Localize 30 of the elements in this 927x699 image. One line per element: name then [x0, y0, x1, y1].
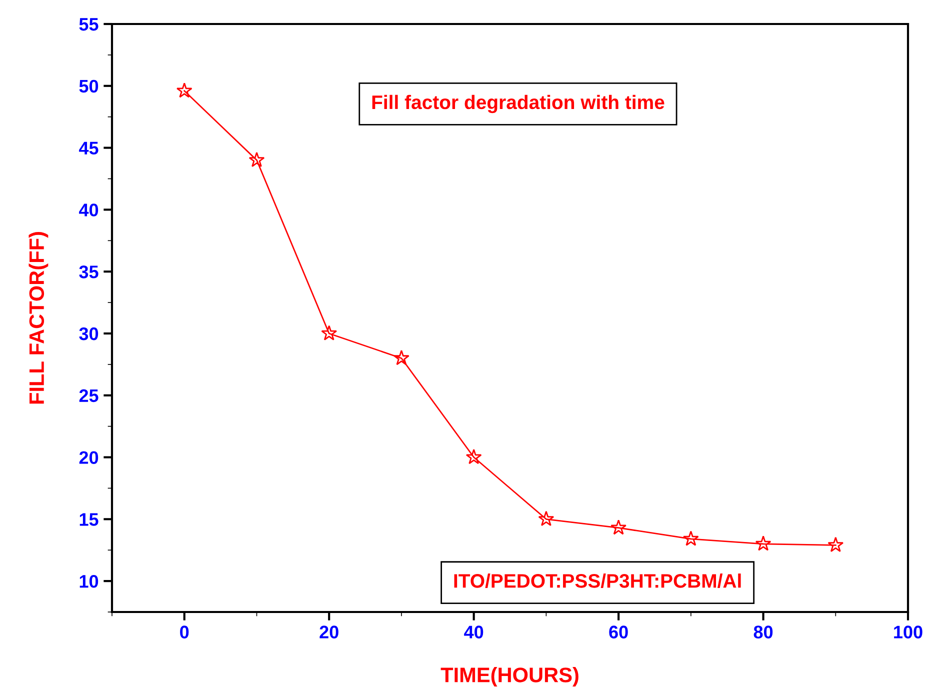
y-tick-label: 20	[79, 451, 98, 464]
y-tick-label: 15	[80, 513, 98, 526]
x-tick-label: 40	[464, 626, 484, 638]
y-tick-label: 40	[79, 204, 98, 216]
y-axis-title: FILL FACTOR(FF)	[28, 232, 48, 404]
point	[610, 519, 627, 535]
y-tick-label: 50	[79, 80, 98, 93]
y-tick-label: 30	[79, 327, 98, 340]
x-tick-label: 20	[320, 626, 338, 638]
x-tick-label: 100	[894, 626, 922, 638]
annotation: Fill factor degradation with time	[372, 94, 664, 114]
point	[321, 325, 338, 340]
y-tick-label: 45	[79, 142, 98, 155]
x-tick-label: 0	[180, 626, 189, 638]
y-tick-label: 35	[79, 266, 98, 278]
annotation: ITO/PEDOT:PSS/P3HT:PCBM/Al	[454, 574, 741, 588]
point	[393, 350, 410, 366]
point	[176, 82, 192, 98]
point	[755, 536, 772, 551]
y-tick-label: 10	[80, 574, 98, 588]
point	[682, 530, 699, 546]
y-tick-label: 25	[79, 389, 98, 402]
x-tick-label: 80	[754, 626, 773, 638]
point	[828, 536, 844, 552]
point	[248, 152, 265, 168]
point	[538, 510, 554, 526]
point	[466, 448, 482, 464]
x-tick-label: 60	[609, 626, 628, 638]
y-tick-label: 55	[79, 18, 98, 31]
x-axis-title: TIME(HOURS)	[440, 667, 578, 686]
